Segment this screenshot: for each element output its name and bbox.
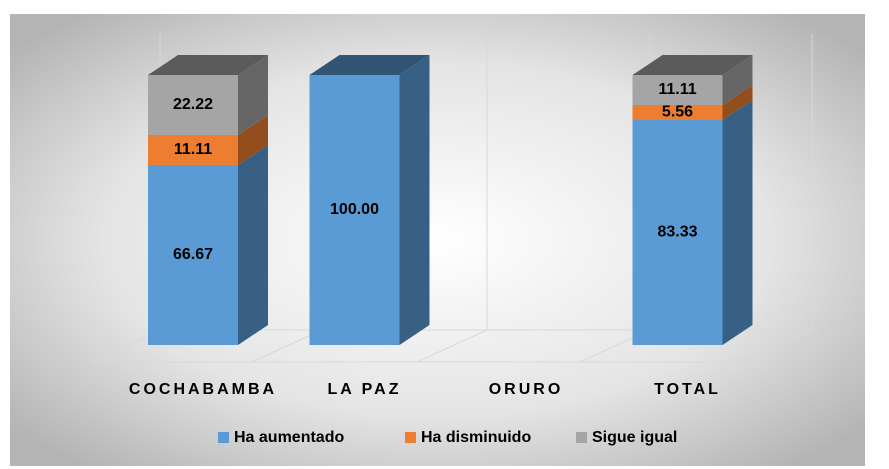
bar-segment [632,75,723,105]
bar-side [722,100,753,345]
data-label: 22.22 [173,96,213,113]
legend-label: Sigue igual [592,429,677,446]
x-tick-label: TOTAL [654,381,721,398]
bar-segment [309,75,400,345]
data-label: 66.67 [173,246,213,263]
legend-swatch [405,432,416,443]
bar-side [238,144,268,345]
legend-swatch [218,432,229,443]
bar-side [399,55,430,345]
data-label: 5.56 [662,104,693,121]
x-tick-label: LA PAZ [328,381,402,398]
x-tick-label: COCHABAMBA [129,381,277,398]
bar-top [148,55,268,75]
bar-side [722,84,753,121]
bar-side [238,114,268,165]
bar-segment [632,104,723,121]
bar-side [722,55,753,105]
data-label: 11.11 [174,141,212,158]
bar-top [309,55,430,75]
legend-swatch [576,432,587,443]
bar-top [632,55,753,75]
legend-label: Ha disminuido [421,429,531,446]
data-label: 11.11 [658,81,696,98]
legend-label: Ha aumentado [234,429,344,446]
bar-segment [148,134,238,165]
bar-side [238,55,268,135]
bar-segment [148,164,238,345]
data-label: 100.00 [330,201,379,218]
bar-segment [148,75,238,135]
data-label: 83.33 [657,224,697,241]
bar-segment [632,120,723,345]
x-tick-label: ORURO [489,381,564,398]
